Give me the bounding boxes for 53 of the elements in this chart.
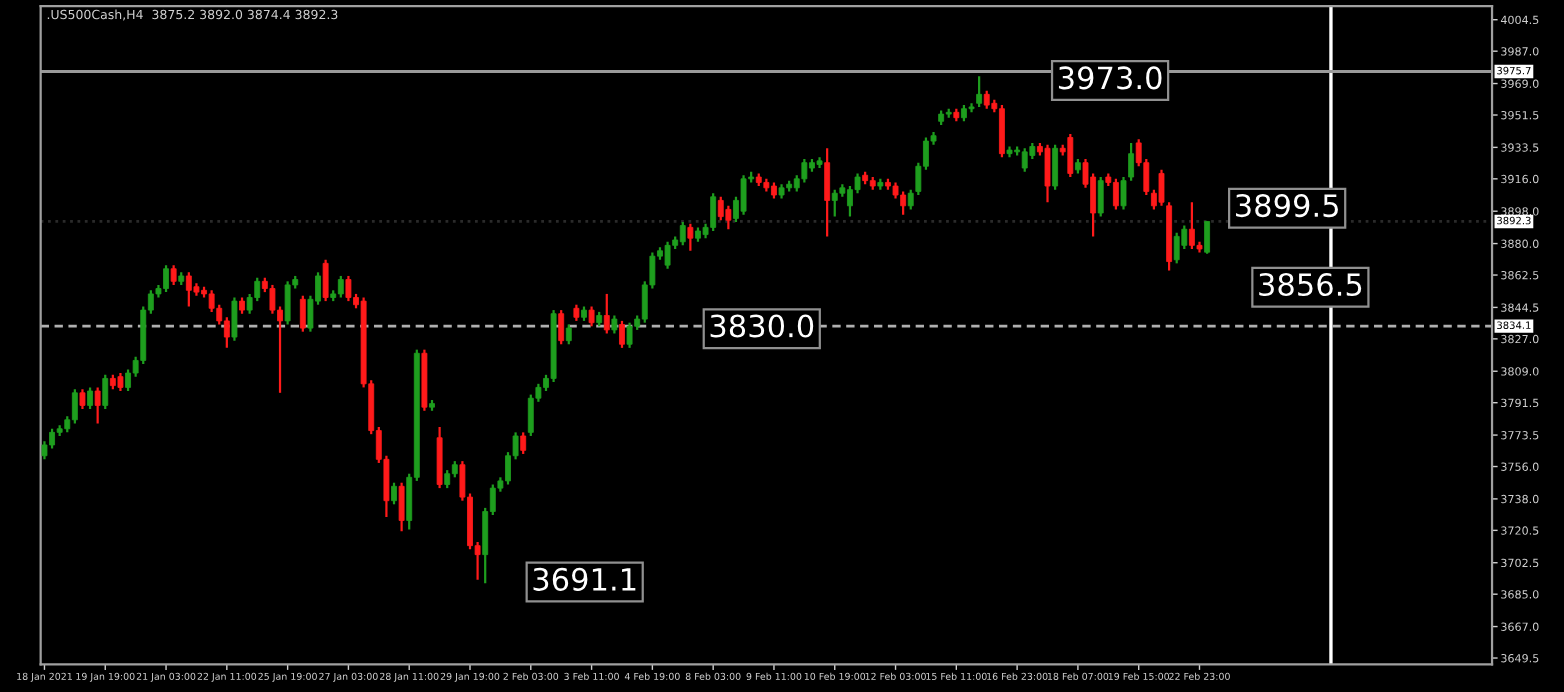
candlestick (558, 308, 565, 346)
candlestick (345, 274, 352, 303)
candlestick (163, 264, 169, 294)
candlestick (831, 188, 838, 218)
candlestick (337, 274, 344, 299)
candlestick (679, 220, 686, 247)
candlestick (520, 431, 527, 456)
candlestick (436, 425, 443, 490)
annotation: 3899.5 (1236, 194, 1338, 218)
candlestick (717, 195, 724, 222)
candlestick (725, 204, 732, 231)
candlestick (391, 481, 397, 506)
candlestick (619, 319, 625, 349)
candlestick (603, 292, 610, 335)
candlestick (299, 294, 306, 333)
candlestick (1067, 132, 1074, 179)
candlestick (1052, 143, 1059, 191)
candlestick (1173, 231, 1180, 265)
candlestick (801, 157, 808, 184)
annotation: 3830.0 (710, 314, 814, 338)
annotation: 3856.5 (1259, 272, 1362, 297)
candlestick (185, 271, 192, 308)
candlestick (565, 323, 572, 346)
candlestick (125, 368, 131, 393)
candlestick (687, 222, 694, 252)
candlestick (1204, 220, 1211, 255)
candlestick (231, 296, 238, 342)
candlestick (1097, 175, 1104, 218)
candlestick (79, 388, 86, 411)
candlestick (223, 316, 230, 349)
candlestick (588, 305, 595, 328)
candlestick (170, 264, 177, 287)
candlestick (94, 386, 101, 425)
candlestick (71, 388, 78, 425)
candlestick (1021, 147, 1028, 173)
annotation: 3691.1 (533, 567, 636, 591)
candlestick (626, 321, 633, 349)
candlestick (322, 258, 329, 303)
candlestick (102, 373, 109, 411)
candlestick (999, 104, 1005, 159)
candlestick (284, 280, 291, 326)
annotation: 3973.0 (1058, 66, 1162, 90)
candlestick (740, 174, 747, 216)
candlestick (900, 190, 907, 216)
candlestick (87, 386, 93, 411)
candlestick (824, 147, 831, 238)
candlestick (710, 192, 717, 233)
candlestick (398, 481, 405, 533)
candlestick (1188, 201, 1195, 251)
candlestick (1044, 143, 1051, 204)
candlestick (976, 75, 983, 109)
candlestick (664, 240, 671, 270)
candlestick (1112, 177, 1119, 211)
